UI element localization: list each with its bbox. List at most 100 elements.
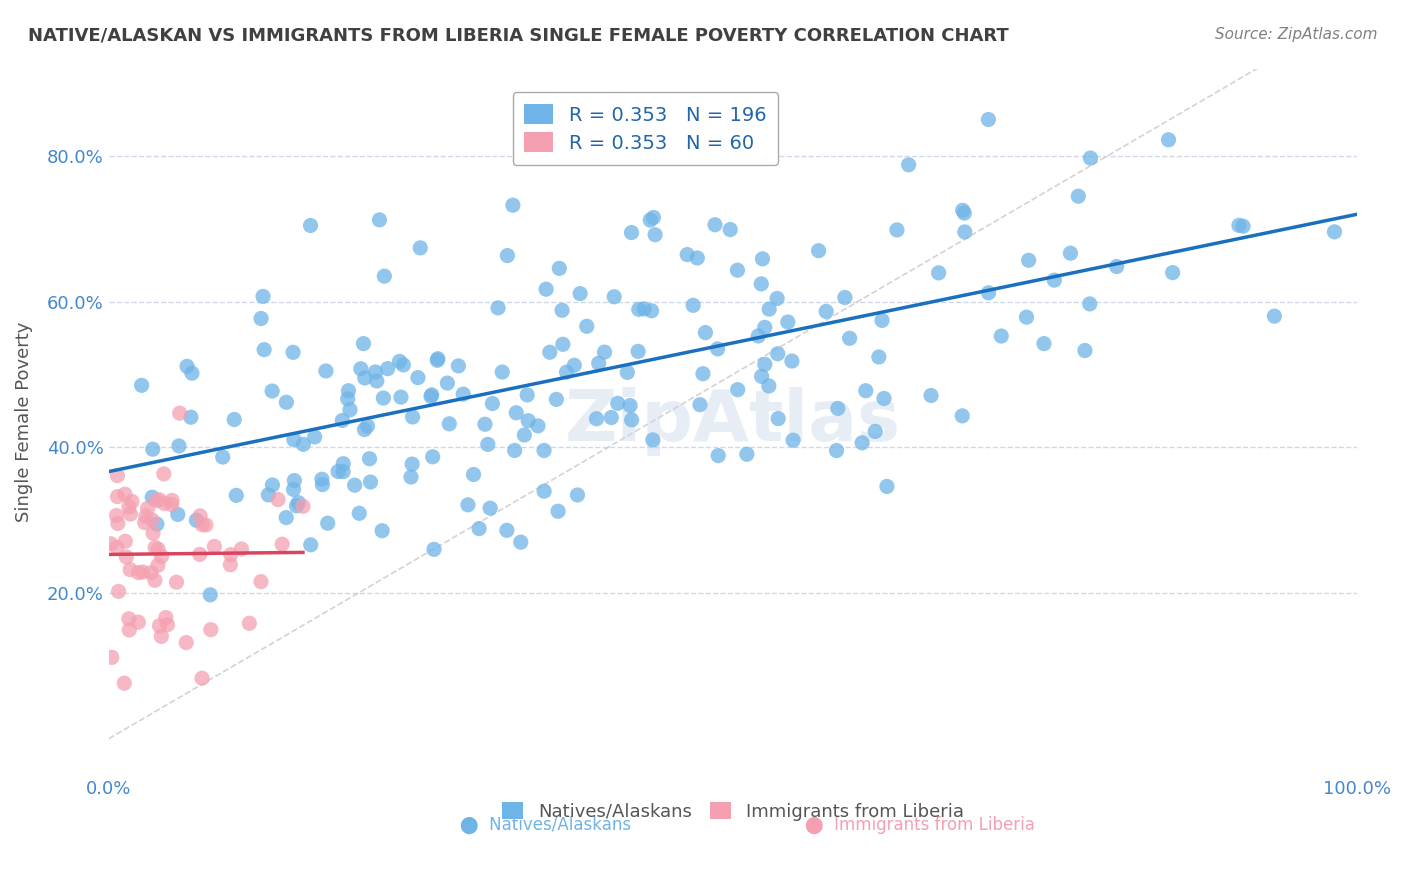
Immigrants from Liberia xyxy=(150,549,173,564)
Natives/Alaskans xyxy=(180,410,202,425)
Natives/Alaskans xyxy=(350,361,373,376)
Legend: Natives/Alaskans, Immigrants from Liberia: Natives/Alaskans, Immigrants from Liberi… xyxy=(492,794,973,830)
Natives/Alaskans xyxy=(359,451,381,466)
Natives/Alaskans xyxy=(977,112,1000,127)
Natives/Alaskans xyxy=(225,488,247,502)
Immigrants from Liberia xyxy=(135,509,157,524)
Natives/Alaskans xyxy=(1080,151,1102,165)
Text: NATIVE/ALASKAN VS IMMIGRANTS FROM LIBERIA SINGLE FEMALE POVERTY CORRELATION CHAR: NATIVE/ALASKAN VS IMMIGRANTS FROM LIBERI… xyxy=(28,27,1010,45)
Natives/Alaskans xyxy=(477,437,499,451)
Text: ZipAtlas: ZipAtlas xyxy=(565,387,901,457)
Natives/Alaskans xyxy=(952,203,974,218)
Natives/Alaskans xyxy=(463,467,485,482)
Natives/Alaskans xyxy=(533,484,555,499)
Natives/Alaskans xyxy=(283,483,305,497)
Natives/Alaskans xyxy=(990,329,1012,343)
Natives/Alaskans xyxy=(1033,336,1056,351)
Natives/Alaskans xyxy=(1161,266,1184,280)
Immigrants from Liberia xyxy=(200,623,222,637)
Natives/Alaskans xyxy=(555,365,578,379)
Natives/Alaskans xyxy=(359,475,381,489)
Natives/Alaskans xyxy=(620,413,643,427)
Natives/Alaskans xyxy=(1067,189,1090,203)
Text: ⬤  Natives/Alaskans: ⬤ Natives/Alaskans xyxy=(460,815,631,834)
Natives/Alaskans xyxy=(224,412,246,426)
Natives/Alaskans xyxy=(585,411,607,425)
Immigrants from Liberia xyxy=(118,500,141,514)
Natives/Alaskans xyxy=(1232,219,1254,234)
Natives/Alaskans xyxy=(834,290,856,304)
Natives/Alaskans xyxy=(676,247,699,261)
Natives/Alaskans xyxy=(551,337,574,351)
Natives/Alaskans xyxy=(131,378,153,392)
Natives/Alaskans xyxy=(1018,253,1040,268)
Natives/Alaskans xyxy=(287,496,309,510)
Natives/Alaskans xyxy=(503,443,526,458)
Natives/Alaskans xyxy=(766,347,789,361)
Natives/Alaskans xyxy=(886,223,908,237)
Natives/Alaskans xyxy=(373,269,395,284)
Natives/Alaskans xyxy=(399,470,422,484)
Natives/Alaskans xyxy=(347,506,370,520)
Natives/Alaskans xyxy=(316,516,339,531)
Natives/Alaskans xyxy=(640,303,662,318)
Immigrants from Liberia xyxy=(191,671,214,685)
Natives/Alaskans xyxy=(389,390,412,404)
Natives/Alaskans xyxy=(326,465,349,479)
Natives/Alaskans xyxy=(299,219,322,233)
Immigrants from Liberia xyxy=(267,492,290,507)
Immigrants from Liberia xyxy=(114,534,136,549)
Natives/Alaskans xyxy=(517,414,540,428)
Natives/Alaskans xyxy=(1015,310,1038,325)
Natives/Alaskans xyxy=(865,425,887,439)
Natives/Alaskans xyxy=(496,524,519,538)
Immigrants from Liberia xyxy=(121,494,143,508)
Natives/Alaskans xyxy=(353,423,375,437)
Natives/Alaskans xyxy=(1059,246,1081,260)
Natives/Alaskans xyxy=(643,211,665,225)
Natives/Alaskans xyxy=(620,226,643,240)
Immigrants from Liberia xyxy=(153,496,176,510)
Y-axis label: Single Female Poverty: Single Female Poverty xyxy=(15,322,32,522)
Natives/Alaskans xyxy=(638,213,661,227)
Natives/Alaskans xyxy=(388,354,411,368)
Natives/Alaskans xyxy=(426,353,449,368)
Natives/Alaskans xyxy=(377,361,399,376)
Natives/Alaskans xyxy=(276,395,298,409)
Natives/Alaskans xyxy=(211,450,233,464)
Natives/Alaskans xyxy=(176,359,198,374)
Natives/Alaskans xyxy=(600,410,623,425)
Immigrants from Liberia xyxy=(127,615,149,629)
Natives/Alaskans xyxy=(527,418,550,433)
Immigrants from Liberia xyxy=(160,493,183,508)
Immigrants from Liberia xyxy=(231,541,253,556)
Immigrants from Liberia xyxy=(120,507,142,521)
Immigrants from Liberia xyxy=(136,501,159,516)
Natives/Alaskans xyxy=(551,303,574,318)
Natives/Alaskans xyxy=(451,387,474,401)
Immigrants from Liberia xyxy=(145,493,167,508)
Natives/Alaskans xyxy=(479,501,502,516)
Natives/Alaskans xyxy=(606,396,628,410)
Natives/Alaskans xyxy=(851,435,873,450)
Natives/Alaskans xyxy=(311,472,333,486)
Natives/Alaskans xyxy=(502,198,524,212)
Immigrants from Liberia xyxy=(271,537,294,551)
Natives/Alaskans xyxy=(276,510,298,524)
Immigrants from Liberia xyxy=(146,558,169,573)
Natives/Alaskans xyxy=(491,365,513,379)
Natives/Alaskans xyxy=(977,285,1000,300)
Natives/Alaskans xyxy=(695,326,717,340)
Natives/Alaskans xyxy=(1323,225,1346,239)
Text: ⬤  Immigrants from Liberia: ⬤ Immigrants from Liberia xyxy=(806,815,1035,834)
Natives/Alaskans xyxy=(747,329,769,343)
Natives/Alaskans xyxy=(547,504,569,518)
Natives/Alaskans xyxy=(953,225,976,239)
Immigrants from Liberia xyxy=(127,566,149,580)
Natives/Alaskans xyxy=(283,474,305,488)
Natives/Alaskans xyxy=(644,227,666,242)
Natives/Alaskans xyxy=(633,301,655,316)
Natives/Alaskans xyxy=(373,391,395,405)
Natives/Alaskans xyxy=(181,366,204,380)
Immigrants from Liberia xyxy=(114,487,136,501)
